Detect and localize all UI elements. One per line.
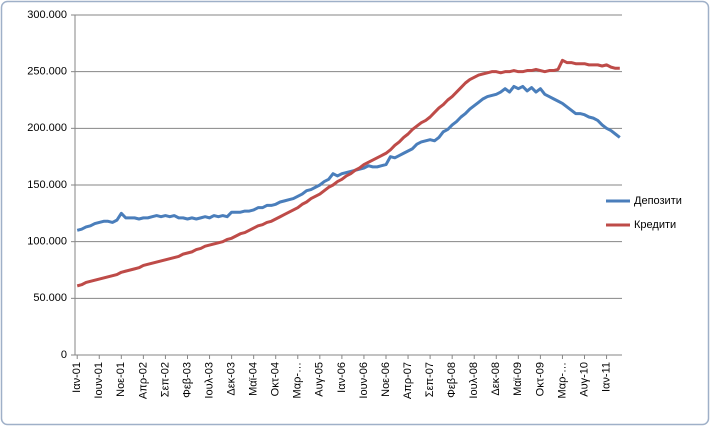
legend-label: Кредити — [634, 219, 676, 231]
x-tick-label: Νοε-01 — [115, 362, 127, 397]
x-tick-label: Οκτ-09 — [534, 362, 546, 396]
x-tick-label: Ιουν-06 — [358, 362, 370, 399]
x-tick-label: Αυγ-05 — [314, 362, 326, 397]
data-line — [76, 84, 621, 232]
x-tick-label: Φεβ-03 — [181, 362, 193, 398]
y-tick-label: 200.000 — [27, 122, 67, 134]
x-tick-label: Δεκ-03 — [226, 362, 238, 396]
y-tick-label: 150.000 — [27, 179, 67, 191]
x-tick-label: Νοε-06 — [380, 362, 392, 397]
x-tick-label: Απρ-02 — [137, 362, 149, 399]
x-tick-label: Ιουλ-03 — [203, 362, 215, 399]
x-tick-label: Αυγ-10 — [578, 362, 590, 397]
x-tick-label: Ιουλ-08 — [468, 362, 480, 399]
x-tick-label: Μαρ-… — [292, 362, 304, 398]
x-tick-label: Σεπ-07 — [424, 362, 436, 397]
y-tick-label: 0 — [61, 349, 67, 361]
x-tick-label: Μαϊ-09 — [512, 362, 524, 396]
x-tick-label: Ιαν-01 — [71, 362, 83, 393]
legend-label: Депозити — [634, 195, 682, 207]
x-tick-label: Μαϊ-04 — [248, 362, 260, 396]
x-tick-label: Ιουν-01 — [93, 362, 105, 399]
data-line — [76, 58, 620, 288]
x-tick-label: Απρ-07 — [402, 362, 414, 399]
y-tick-label: 300.000 — [27, 9, 67, 21]
x-tick-label: Σεπ-02 — [159, 362, 171, 397]
x-tick-label: Οκτ-04 — [270, 362, 282, 396]
x-tick-label: Φεβ-08 — [446, 362, 458, 398]
x-tick-label: Δεκ-08 — [490, 362, 502, 396]
y-tick-label: 250.000 — [27, 66, 67, 78]
y-tick-label: 100.000 — [27, 236, 67, 248]
y-tick-label: 50.000 — [33, 292, 67, 304]
x-tick-label: Ιαν-06 — [336, 362, 348, 393]
x-tick-label: Μαρ-… — [556, 362, 568, 398]
x-tick-label: Ιαν-11 — [600, 362, 612, 392]
